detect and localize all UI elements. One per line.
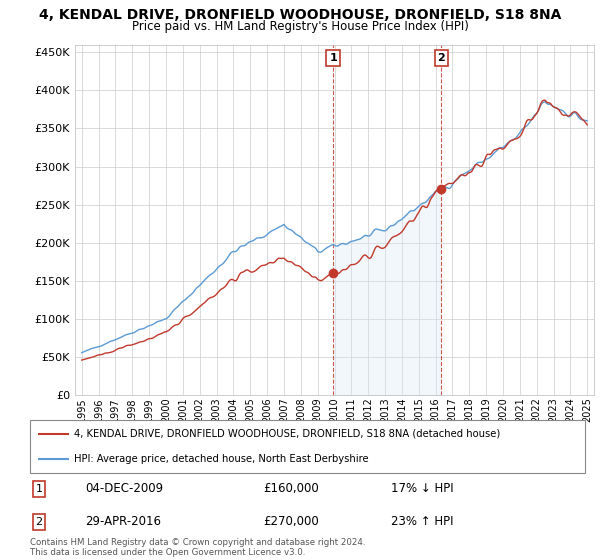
FancyBboxPatch shape (30, 420, 585, 473)
Text: Contains HM Land Registry data © Crown copyright and database right 2024.
This d: Contains HM Land Registry data © Crown c… (30, 538, 365, 557)
Text: 1: 1 (329, 53, 337, 63)
Text: Price paid vs. HM Land Registry's House Price Index (HPI): Price paid vs. HM Land Registry's House … (131, 20, 469, 32)
Text: 1: 1 (35, 484, 43, 494)
Text: £270,000: £270,000 (263, 515, 319, 529)
Text: 29-APR-2016: 29-APR-2016 (86, 515, 161, 529)
Text: 23% ↑ HPI: 23% ↑ HPI (391, 515, 453, 529)
Text: 2: 2 (35, 517, 43, 527)
Text: 4, KENDAL DRIVE, DRONFIELD WOODHOUSE, DRONFIELD, S18 8NA (detached house): 4, KENDAL DRIVE, DRONFIELD WOODHOUSE, DR… (74, 429, 500, 439)
Text: 4, KENDAL DRIVE, DRONFIELD WOODHOUSE, DRONFIELD, S18 8NA: 4, KENDAL DRIVE, DRONFIELD WOODHOUSE, DR… (39, 8, 561, 22)
Text: 04-DEC-2009: 04-DEC-2009 (86, 482, 164, 496)
Text: 17% ↓ HPI: 17% ↓ HPI (391, 482, 454, 496)
Text: 2: 2 (437, 53, 445, 63)
Text: £160,000: £160,000 (263, 482, 319, 496)
Text: HPI: Average price, detached house, North East Derbyshire: HPI: Average price, detached house, Nort… (74, 454, 369, 464)
